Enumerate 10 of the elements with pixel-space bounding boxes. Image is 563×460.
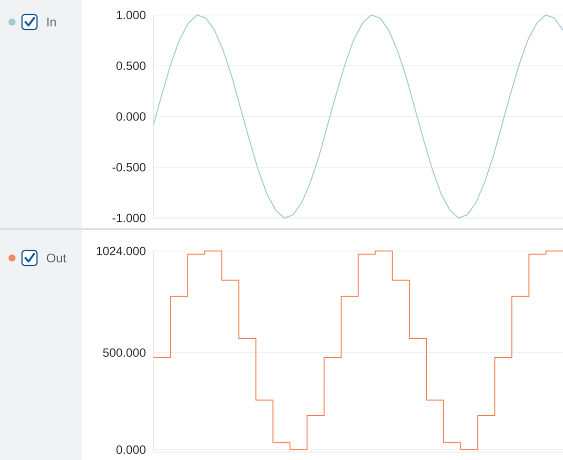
y-tick-label: -1.000: [112, 214, 146, 222]
y-tick-label: 1.000: [116, 10, 146, 20]
y-tick-label: 1024.000: [96, 246, 146, 256]
y-tick-label: 0.000: [116, 112, 146, 121]
y-tick-label: 0.500: [116, 62, 146, 70]
text: Out: [46, 254, 66, 262]
text: In: [47, 18, 56, 26]
y-tick-label: -0.500: [112, 162, 146, 172]
y-tick-label: 0.000: [116, 445, 146, 454]
y-tick-label: 500.000: [103, 348, 146, 357]
